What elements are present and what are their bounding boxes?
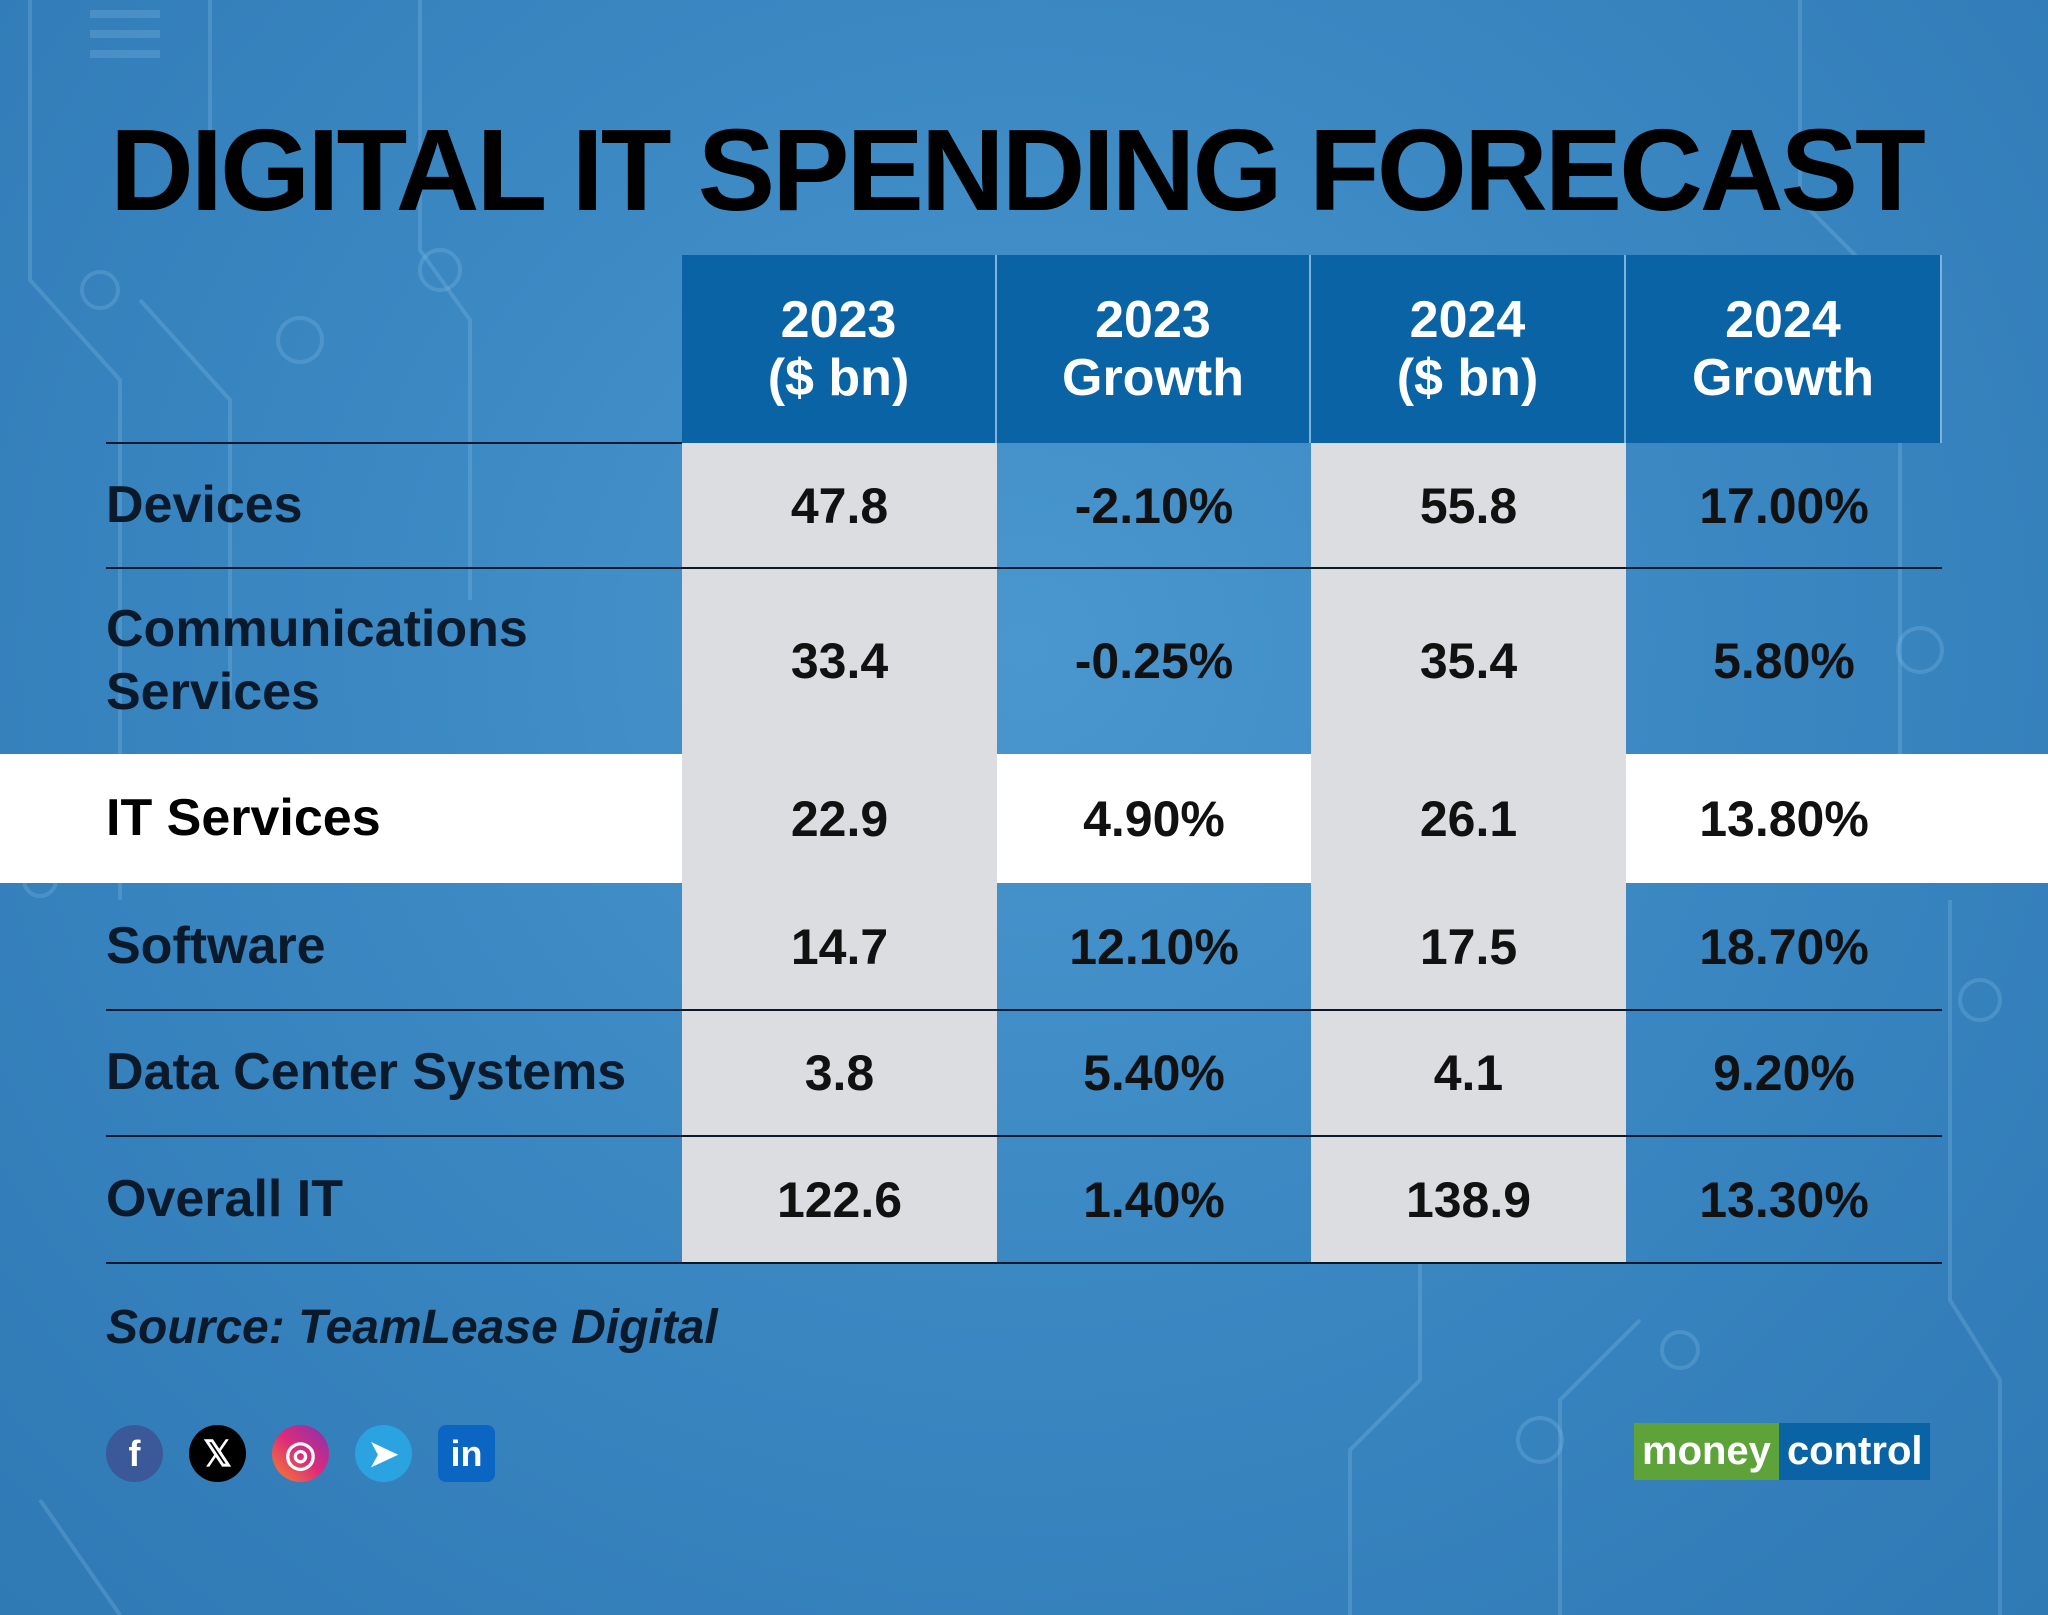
facebook-icon[interactable]: f: [106, 1425, 163, 1482]
table-cell: 3.8: [804, 1045, 875, 1101]
table-cell: 138.9: [1405, 1171, 1532, 1228]
telegram-icon[interactable]: ➤: [355, 1425, 412, 1482]
table-cell: 47.8: [790, 477, 889, 534]
table-cell: 14.7: [790, 918, 889, 975]
table-cell: 9.20%: [1713, 1045, 1855, 1101]
header-line: 2024: [1409, 290, 1526, 349]
header-line: Growth: [1692, 349, 1874, 407]
row-label: Software: [106, 916, 326, 975]
instagram-icon[interactable]: ◎: [272, 1425, 329, 1482]
row-divider: [106, 567, 1942, 569]
table-cell: 5.40%: [1083, 1045, 1225, 1101]
table-cell: 13.30%: [1699, 1171, 1869, 1228]
table-cell: 17.00%: [1699, 477, 1869, 534]
gray-column-2024-bn: [1311, 443, 1626, 1263]
table-cell: 17.5: [1419, 918, 1518, 975]
table-cell: 55.8: [1419, 477, 1518, 534]
table-cell: -2.10%: [1074, 477, 1234, 534]
row-divider: [106, 1009, 1942, 1011]
moneycontrol-logo: money control: [1634, 1423, 1931, 1480]
highlight-row-band: [0, 754, 2048, 883]
row-label: IT Services: [106, 788, 381, 847]
header-line: 2023: [1095, 290, 1211, 349]
table-cell: 22.9: [790, 790, 889, 847]
row-label: Overall IT: [106, 1169, 343, 1228]
row-label: Devices: [106, 475, 303, 534]
table-cell: 33.4: [790, 633, 889, 689]
table-cell: 35.4: [1419, 633, 1518, 689]
logo-part-money: money: [1634, 1423, 1779, 1480]
source-note: Source: TeamLease Digital: [106, 1301, 718, 1354]
row-divider: [106, 1262, 1942, 1264]
header-line: ($ bn): [767, 349, 910, 407]
row-divider: [106, 1135, 1942, 1137]
header-line: ($ bn): [1396, 349, 1539, 407]
page-title: DIGITAL IT SPENDING FORECAST: [110, 105, 1926, 235]
table-cell: 4.90%: [1083, 790, 1225, 847]
table-cell: 4.1: [1433, 1045, 1504, 1101]
x-icon[interactable]: 𝕏: [189, 1425, 246, 1482]
logo-part-control: control: [1778, 1423, 1931, 1480]
table-cell: 12.10%: [1069, 918, 1239, 975]
column-header-2023-bn: 2023 ($ bn): [682, 255, 997, 443]
gray-column-2023-bn: [682, 443, 997, 1263]
column-header-2023-growth: 2023 Growth: [997, 255, 1311, 443]
column-header-2024-growth: 2024 Growth: [1626, 255, 1942, 443]
column-header-2024-bn: 2024 ($ bn): [1311, 255, 1626, 443]
linkedin-icon[interactable]: in: [438, 1425, 495, 1482]
row-label: Data Center Systems: [106, 1043, 627, 1102]
row-label: Communications Services: [106, 599, 528, 721]
table-cell: 26.1: [1419, 790, 1518, 847]
table-cell: -0.25%: [1074, 633, 1234, 689]
header-line: 2023: [780, 290, 897, 349]
table-cell: 18.70%: [1699, 918, 1869, 975]
table-cell: 122.6: [776, 1171, 903, 1228]
header-line: Growth: [1062, 349, 1244, 407]
table-cell: 5.80%: [1713, 633, 1855, 689]
row-divider: [106, 442, 682, 444]
header-line: 2024: [1725, 290, 1841, 349]
table-cell: 1.40%: [1083, 1171, 1225, 1228]
table-cell: 13.80%: [1699, 790, 1869, 847]
